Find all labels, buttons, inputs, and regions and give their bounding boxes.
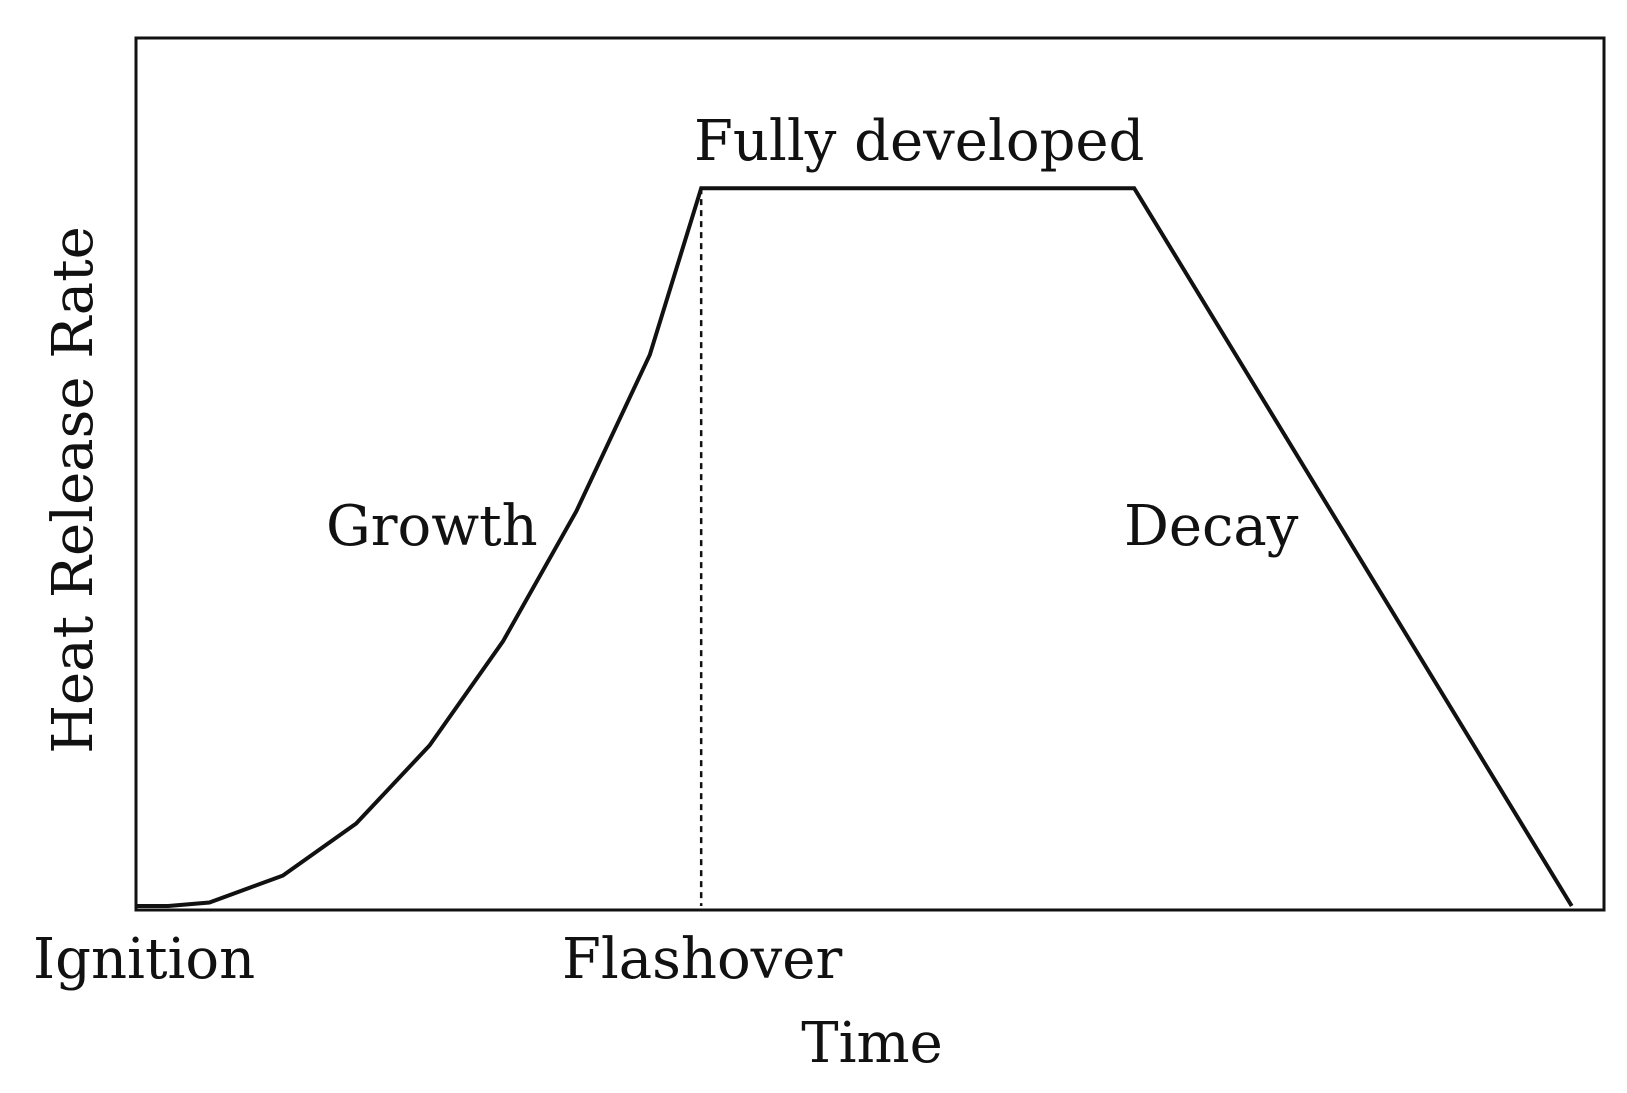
heat-release-curve (136, 186, 1574, 908)
x-axis-label: Time (801, 1011, 943, 1076)
tick-label-ignition: Ignition (33, 927, 255, 992)
tick-label-flashover: Flashover (562, 927, 842, 992)
annotation-fully-developed: Fully developed (694, 109, 1144, 174)
annotation-decay: Decay (1124, 494, 1299, 559)
plot-frame (134, 36, 1606, 912)
annotation-growth: Growth (326, 494, 538, 559)
y-axis-label: Heat Release Rate (41, 226, 106, 754)
